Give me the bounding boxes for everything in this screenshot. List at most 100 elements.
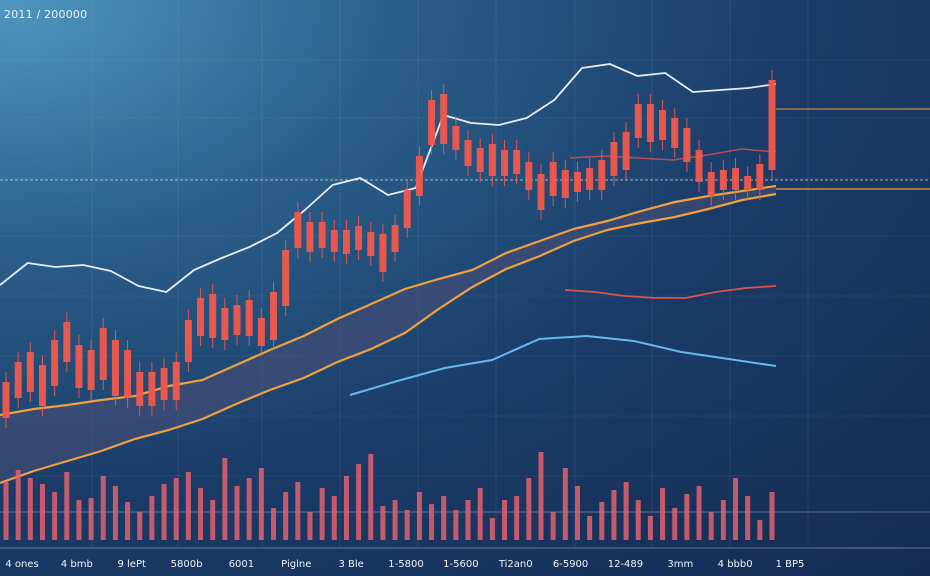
candle-body	[732, 168, 740, 190]
candle-body	[160, 368, 168, 400]
volume-bar	[356, 464, 362, 540]
x-tick-label: 1 BP5	[776, 559, 805, 570]
candle-body	[610, 142, 618, 176]
band-area	[0, 186, 776, 483]
volume-bar	[647, 516, 653, 540]
candle-body	[184, 320, 192, 362]
candle-body	[501, 150, 509, 176]
x-tick-label: Piglne	[281, 559, 311, 570]
volume-bar	[173, 478, 179, 540]
volume-bar	[429, 504, 435, 540]
candle-body	[586, 168, 594, 190]
volume-bar	[15, 470, 21, 540]
volume-bar	[526, 478, 532, 540]
volume-bar	[453, 510, 459, 540]
volume-bar	[210, 500, 216, 540]
candle-body	[38, 365, 46, 406]
candle-body	[440, 94, 448, 144]
candle-body	[2, 382, 10, 418]
volume-bars	[3, 452, 775, 540]
candle-body	[683, 128, 691, 162]
candle-body	[622, 132, 630, 170]
candle-body	[318, 222, 326, 248]
candle-body	[209, 294, 217, 338]
volume-bar	[39, 484, 45, 540]
candle-body	[561, 170, 569, 198]
candle-body	[452, 126, 460, 150]
volume-bar	[538, 452, 544, 540]
x-tick-label: 4 bmb	[61, 559, 93, 570]
grid	[0, 0, 930, 548]
volume-bar	[161, 484, 167, 540]
volume-bar	[234, 486, 240, 540]
volume-bar	[404, 510, 410, 540]
candle-body	[525, 162, 533, 190]
volume-bar	[258, 468, 264, 540]
volume-bar	[696, 486, 702, 540]
candle-body	[719, 170, 727, 190]
candle-body	[598, 160, 606, 190]
volume-bar	[52, 492, 58, 540]
candle-body	[245, 300, 253, 336]
volume-bar	[185, 472, 191, 540]
candle-body	[355, 226, 363, 250]
volume-bar	[562, 468, 568, 540]
volume-bar	[441, 496, 447, 540]
volume-bar	[222, 458, 228, 540]
moving-average-long	[349, 334, 777, 396]
candle-body	[513, 150, 521, 174]
candle-body	[695, 150, 703, 182]
candle-body	[391, 225, 399, 252]
candle-body	[379, 234, 387, 272]
x-tick-label: 9 lePt	[117, 559, 146, 570]
volume-bar	[416, 492, 422, 540]
volume-bar	[489, 518, 495, 540]
volume-bar	[757, 520, 763, 540]
x-axis: 4 ones 4 bmb 9 lePt 5800b 6001 Piglne 3 Ble 1-5…	[5, 559, 804, 570]
volume-bar	[88, 498, 94, 540]
candle-body	[51, 340, 59, 386]
volume-bar	[660, 488, 666, 540]
volume-bar	[623, 482, 629, 540]
volume-bar	[100, 476, 106, 540]
candle-body	[14, 362, 22, 398]
x-tick-label: 4 bbb0	[718, 559, 753, 570]
candle-body	[415, 156, 423, 196]
x-tick-label: 3 Ble	[338, 559, 363, 570]
volume-bar	[733, 478, 739, 540]
candle-body	[26, 352, 34, 392]
red-level-line	[564, 285, 777, 299]
volume-bar	[307, 512, 313, 540]
volume-bar	[137, 512, 143, 540]
candle-body	[63, 322, 71, 362]
candle-body	[124, 350, 132, 398]
candle-body	[768, 80, 776, 170]
volume-bar	[745, 496, 751, 540]
candle-body	[549, 162, 557, 196]
candle-body	[269, 292, 277, 340]
x-tick-label: 5800b	[171, 559, 203, 570]
candle-body	[488, 144, 496, 176]
band-fill	[0, 186, 776, 483]
candle-body	[707, 172, 715, 196]
volume-bar	[27, 478, 33, 540]
volume-bar	[502, 500, 508, 540]
candle-body	[99, 328, 107, 380]
volume-bar	[574, 486, 580, 540]
candle-body	[197, 298, 205, 336]
candle-body	[646, 104, 654, 142]
volume-bar	[708, 512, 714, 540]
volume-bar	[587, 516, 593, 540]
x-tick-label: 6001	[229, 559, 254, 570]
x-tick-label: 3mm	[667, 559, 693, 570]
candle-body	[294, 212, 302, 248]
x-tick-label: 4 ones	[5, 559, 38, 570]
volume-bar	[380, 506, 386, 540]
candle-body	[306, 222, 314, 252]
x-tick-label: 1-5600	[443, 559, 478, 570]
candles	[2, 70, 776, 428]
candle-body	[464, 140, 472, 166]
candle-body	[428, 100, 436, 145]
